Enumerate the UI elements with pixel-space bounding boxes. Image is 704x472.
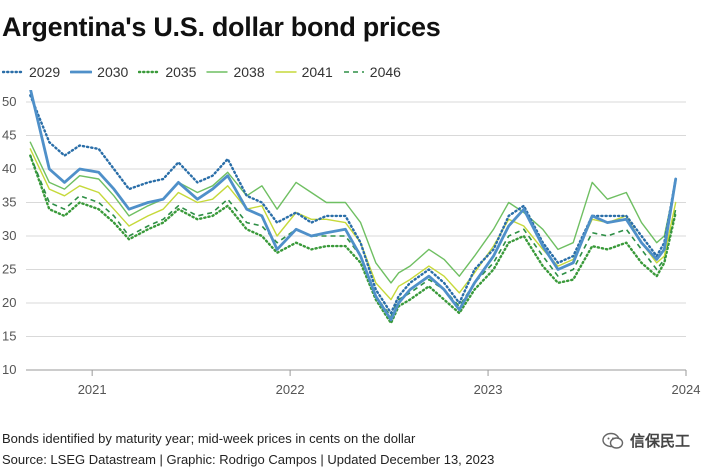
chart-legend: 2029 2030 2035 2038 2041 2046 [2,64,411,80]
legend-label: 2035 [165,64,197,80]
legend-label: 2046 [369,64,401,80]
legend-item-2030: 2030 [70,64,128,80]
legend-item-2029: 2029 [2,64,60,80]
chart-source: Source: LSEG Datastream | Graphic: Rodri… [2,452,495,467]
legend-label: 2029 [29,64,61,80]
x-tick-label: 2021 [78,382,107,397]
x-tick-label: 2022 [276,382,305,397]
line-chart: 10 15 20 25 30 35 40 45 50 2021 2022 2023 2024 [2,90,701,397]
watermark: 信保民工 [602,430,690,451]
y-tick-label: 35 [2,195,16,210]
legend-item-2038: 2038 [206,64,265,80]
y-tick-label: 10 [2,362,16,377]
y-tick-label: 15 [2,329,16,344]
series-line-2029 [29,94,677,315]
watermark-text: 信保民工 [629,433,690,450]
chart-title: Argentina's U.S. dollar bond prices [2,12,441,42]
legend-item-2035: 2035 [138,64,196,80]
series-line-2035 [29,154,677,325]
y-tick-label: 30 [2,228,16,243]
legend-swatch [138,70,161,74]
legend-label: 2038 [233,64,265,80]
legend-swatch [206,71,229,73]
chart-note: Bonds identified by maturity year; mid-w… [2,431,416,446]
series-line-2038 [29,141,677,284]
legend-swatch [343,71,364,73]
legend-item-2041: 2041 [274,64,333,80]
wechat-icon [602,432,624,449]
legend-label: 2030 [97,64,129,80]
legend-item-2046: 2046 [343,64,401,80]
legend-swatch [2,70,24,74]
series-line-2030 [29,90,678,322]
y-tick-label: 25 [2,262,16,277]
legend-swatch [70,70,93,74]
legend-swatch [274,71,297,73]
y-tick-label: 40 [2,161,16,176]
y-tick-label: 50 [2,94,16,109]
x-tick-label: 2023 [474,382,503,397]
x-tick-label: 2024 [672,382,701,397]
y-tick-label: 45 [2,128,16,143]
legend-label: 2041 [301,64,333,80]
series-line-2046 [29,155,677,318]
y-tick-label: 20 [2,295,16,310]
